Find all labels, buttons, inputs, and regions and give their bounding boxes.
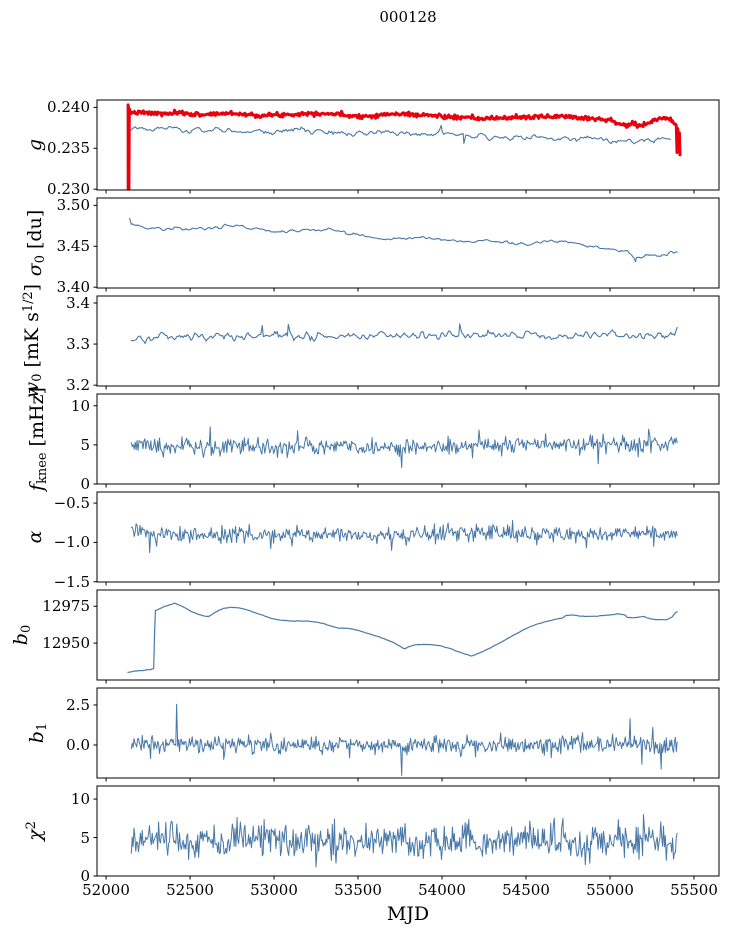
y-tick-label: 5 <box>80 436 90 454</box>
series-b1 <box>130 703 678 776</box>
panel-frame-sigma0_du <box>96 197 720 289</box>
x-tick-label: 55000 <box>586 881 634 899</box>
series-g_red <box>126 103 682 190</box>
series-b0 <box>127 602 678 673</box>
panel-frame-w0_mK <box>96 295 720 387</box>
y-tick-label: 5 <box>80 829 90 847</box>
panel-frame-chi2 <box>96 785 720 877</box>
x-tick-label: 52000 <box>82 881 130 899</box>
y-tick-label: 3.40 <box>56 278 90 296</box>
y-tick-label: 12950 <box>42 634 90 652</box>
series-sigma0 <box>129 217 678 263</box>
x-tick-label: 54500 <box>502 881 550 899</box>
series-alpha <box>130 519 678 554</box>
x-tick-label: 53500 <box>334 881 382 899</box>
x-tick-label: 53000 <box>250 881 298 899</box>
y-tick-label: 12975 <box>42 597 90 615</box>
y-tick-label: 0.230 <box>47 180 90 198</box>
series-chi2 <box>130 814 678 868</box>
y-tick-label: 3.2 <box>66 376 90 394</box>
x-tick-label: 52500 <box>166 881 214 899</box>
panel-frame-g <box>96 99 720 191</box>
series-g_blue <box>130 124 672 145</box>
y-tick-label: −1.5 <box>53 573 90 591</box>
ylabel-sub: 0 <box>33 255 49 264</box>
y-tick-label: 10 <box>70 790 90 808</box>
panel-frame-b0 <box>96 589 720 681</box>
x-tick-label: 54000 <box>418 881 466 899</box>
y-tick-label: 2.5 <box>66 696 90 714</box>
x-axis-label: MJD <box>386 903 430 925</box>
y-tick-label: 3.45 <box>56 237 90 255</box>
y-tick-label: 0 <box>80 867 90 885</box>
series-w0 <box>130 323 678 345</box>
ylabel-sub: 1 <box>35 722 51 732</box>
y-tick-label: 0 <box>80 475 90 493</box>
ylabel-sub: 0 <box>19 624 35 634</box>
figure-title: 000128 <box>379 8 437 26</box>
panel-frame-b1 <box>96 687 720 779</box>
y-tick-label: 0.0 <box>66 736 90 754</box>
y-tick-label: 0.235 <box>47 139 90 157</box>
series-fknee <box>130 426 678 469</box>
panel-frame-alpha <box>96 491 720 583</box>
y-tick-label: 3.3 <box>66 335 90 353</box>
y-tick-label: 3.4 <box>66 294 90 312</box>
x-tick-label: 55500 <box>670 881 718 899</box>
ylabel-main: σ <box>24 263 47 277</box>
y-tick-label: −1.0 <box>53 533 90 551</box>
y-tick-label: 3.50 <box>56 196 90 214</box>
y-tick-label: 10 <box>70 397 90 415</box>
y-tick-label: 0.240 <box>47 98 90 116</box>
panel-frame-fknee <box>96 393 720 485</box>
y-tick-label: −0.5 <box>53 494 90 512</box>
